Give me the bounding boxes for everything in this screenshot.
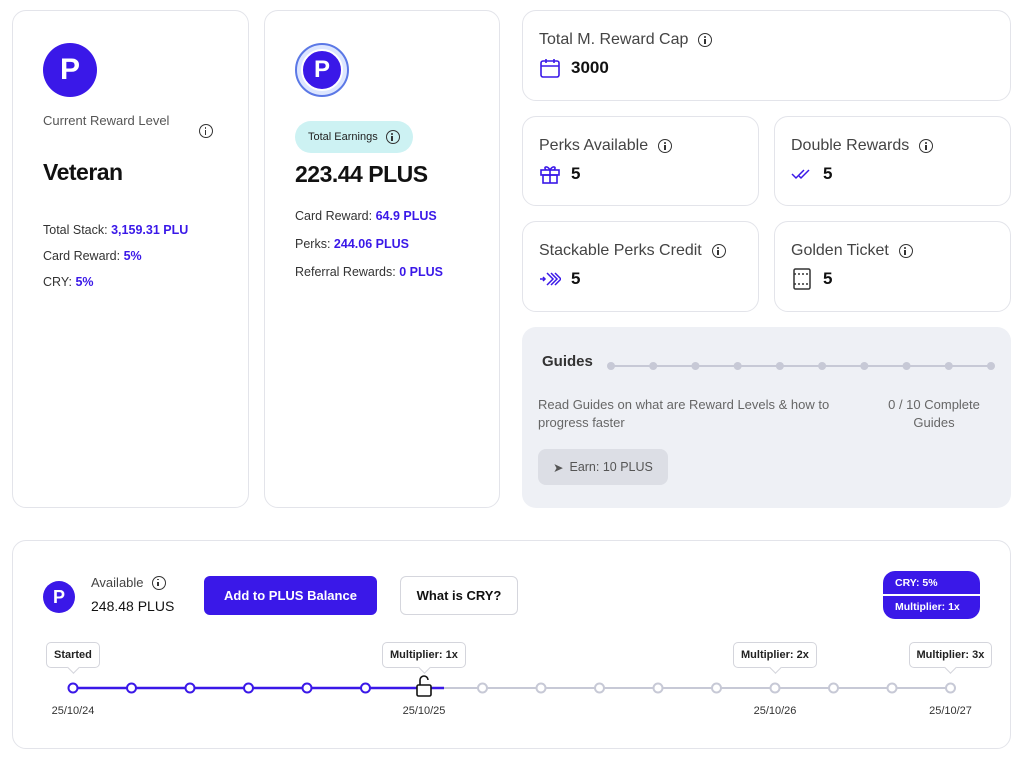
timeline-step-dot <box>652 682 664 694</box>
timeline-step-dot <box>126 682 137 694</box>
timeline-step-dot <box>477 682 488 694</box>
guides-title: Guides <box>542 353 593 370</box>
timeline-step-dot <box>360 682 371 694</box>
card-reward-earn-stat: Card Reward: 64.9 PLUS <box>295 209 437 223</box>
unlock-icon <box>416 675 432 697</box>
guides-progress-text: 0 / 10 Complete Guides <box>888 397 980 431</box>
double-rewards-title: Double Rewards <box>791 137 910 154</box>
reward-level-card: P Current Reward Level Veteran Total Sta… <box>12 10 249 508</box>
info-icon[interactable] <box>711 244 726 258</box>
guide-step-dot <box>733 362 742 370</box>
golden-ticket-title: Golden Ticket <box>791 242 889 259</box>
timeline-step-dot <box>243 682 254 694</box>
info-icon[interactable] <box>151 575 166 590</box>
stackable-perks-value: 5 <box>571 269 581 288</box>
timeline-tooltip: Multiplier: 1x <box>382 642 466 668</box>
timeline-date: 25/10/25 <box>402 705 446 717</box>
golden-ticket-value: 5 <box>823 269 833 288</box>
gift-icon <box>540 166 560 184</box>
timeline-step-dot <box>594 682 605 694</box>
cry-multiplier-badge: CRY: 5% Multiplier: 1x <box>883 571 980 619</box>
reward-level-value: Veteran <box>43 159 123 185</box>
plus-coin-icon: P <box>295 43 349 97</box>
double-rewards-card: Double Rewards 5 <box>774 116 1011 206</box>
double-check-icon <box>791 169 810 180</box>
total-stack-stat: Total Stack: 3,159.31 PLU <box>43 223 189 237</box>
guide-step-dot <box>775 362 784 370</box>
calendar-icon <box>540 59 560 78</box>
reward-cap-value: 3000 <box>571 58 609 77</box>
timeline-step-dot <box>711 682 722 694</box>
timeline-step-dot <box>886 682 898 694</box>
timeline-tooltip: Multiplier: 2x <box>733 642 817 668</box>
add-to-plus-balance-button[interactable]: Add to PLUS Balance <box>204 576 377 615</box>
guide-step-dot <box>902 362 911 370</box>
guide-step-dot <box>860 362 869 370</box>
guides-description: Read Guides on what are Reward Levels & … <box>538 397 830 431</box>
stackable-perks-card: Stackable Perks Credit 5 <box>522 221 759 312</box>
guides-earn-button[interactable]: ➤ Earn: 10 PLUS <box>538 449 668 485</box>
total-earnings-badge: Total Earnings <box>295 121 413 153</box>
info-icon[interactable] <box>385 130 400 144</box>
plus-logo-icon: P <box>43 43 97 97</box>
stack-arrows-icon <box>540 272 561 286</box>
perks-available-value: 5 <box>571 164 581 183</box>
timeline-tooltip: Started <box>46 642 100 668</box>
guides-card: Guides Read Guides on what are Reward Le… <box>522 327 1011 508</box>
info-icon[interactable] <box>199 124 213 138</box>
plus-logo-icon: P <box>43 581 75 613</box>
timeline-date: 25/10/24 <box>51 705 95 717</box>
available-balance-card: P Available 248.48 PLUS Add to PLUS Bala… <box>12 540 1011 749</box>
timeline-step-dot <box>301 682 313 694</box>
guide-step-dot <box>607 362 615 370</box>
info-icon[interactable] <box>698 33 713 47</box>
perks-earn-stat: Perks: 244.06 PLUS <box>295 237 409 251</box>
guides-progress-track <box>607 362 995 370</box>
guide-step-dot <box>987 362 995 370</box>
timeline-step-dot <box>769 682 781 694</box>
timeline-step-dot <box>67 682 79 694</box>
timeline-date: 25/10/26 <box>753 705 797 717</box>
info-icon[interactable] <box>658 139 673 153</box>
reward-cap-title: Total M. Reward Cap <box>539 31 689 48</box>
guide-step-dot <box>944 362 953 370</box>
total-earnings-value: 223.44 PLUS <box>295 161 428 187</box>
timeline-step-dot <box>828 682 839 694</box>
info-icon[interactable] <box>919 139 934 153</box>
guide-step-dot <box>691 362 700 370</box>
available-label: Available <box>91 575 144 590</box>
available-value: 248.48 PLUS <box>91 598 175 614</box>
guide-step-dot <box>649 362 658 370</box>
reward-timeline <box>67 675 956 697</box>
what-is-cry-button[interactable]: What is CRY? <box>400 576 518 615</box>
perks-available-card: Perks Available 5 <box>522 116 759 206</box>
info-icon[interactable] <box>898 244 913 258</box>
timeline-tooltip: Multiplier: 3x <box>908 642 993 668</box>
timeline-step-dot <box>945 682 956 694</box>
timeline-date: 25/10/27 <box>929 705 972 717</box>
referral-rewards-stat: Referral Rewards: 0 PLUS <box>295 265 443 279</box>
card-reward-stat: Card Reward: 5% <box>43 249 142 263</box>
perks-available-title: Perks Available <box>539 137 649 154</box>
send-arrow-icon: ➤ <box>553 460 564 475</box>
stackable-perks-title: Stackable Perks Credit <box>539 242 702 259</box>
double-rewards-value: 5 <box>823 164 833 183</box>
timeline-step-dot <box>535 682 547 694</box>
reward-cap-card: Total M. Reward Cap 3000 <box>522 10 1011 101</box>
reward-level-label: Current Reward Level <box>43 113 170 128</box>
golden-ticket-card: Golden Ticket 5 <box>774 221 1011 312</box>
total-earnings-card: P Total Earnings 223.44 PLUS Card Reward… <box>264 10 500 508</box>
ticket-icon <box>793 268 811 290</box>
guide-step-dot <box>818 362 827 370</box>
timeline-step-dot <box>184 682 196 694</box>
cry-stat: CRY: 5% <box>43 275 94 289</box>
